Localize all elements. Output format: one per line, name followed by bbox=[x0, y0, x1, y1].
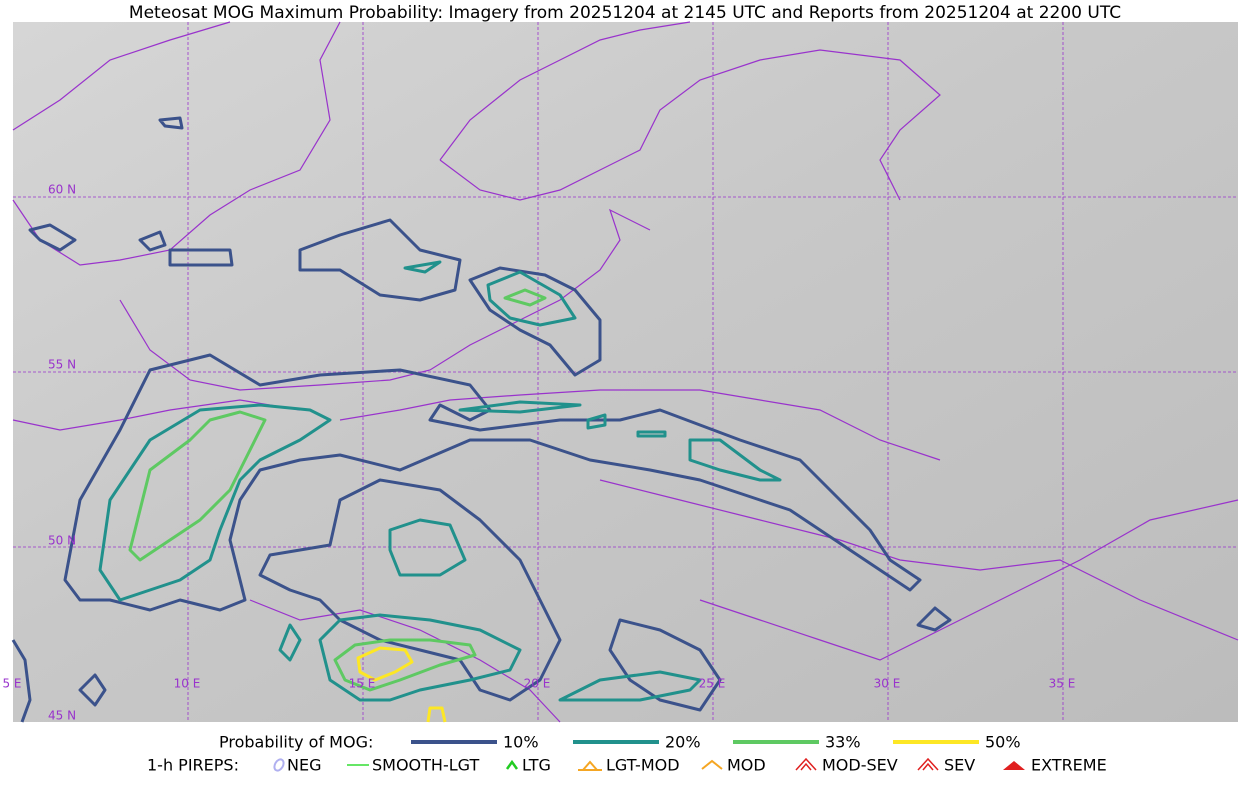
title: Meteosat MOG Maximum Probability: Imager… bbox=[129, 3, 1121, 23]
legend-label: 20% bbox=[665, 733, 701, 752]
pirep-icon bbox=[273, 758, 285, 772]
icon bbox=[795, 757, 817, 771]
legend-label: 33% bbox=[825, 733, 861, 752]
legend-label: MOD-SEV bbox=[822, 756, 898, 775]
pirep-icon bbox=[578, 760, 602, 771]
grid-lines bbox=[13, 22, 1238, 722]
lat-label: 45 N bbox=[48, 709, 76, 723]
icon bbox=[578, 760, 602, 771]
pirep-icon bbox=[917, 757, 939, 771]
legend-label: SMOOTH-LGT bbox=[372, 756, 479, 775]
icon bbox=[701, 759, 723, 770]
icon bbox=[1003, 761, 1025, 770]
icon bbox=[505, 759, 519, 770]
coastlines bbox=[12, 21, 1239, 723]
lon-label: 30 E bbox=[874, 677, 901, 691]
lon-label: 5 E bbox=[2, 677, 21, 691]
lon-label: 25 E bbox=[699, 677, 726, 691]
legend-label: 50% bbox=[985, 733, 1021, 752]
lon-label: 15 E bbox=[349, 677, 376, 691]
legend-label: MOD bbox=[727, 756, 766, 775]
lat-label: 55 N bbox=[48, 358, 76, 372]
pirep-icon bbox=[505, 759, 519, 770]
pirep-icon bbox=[795, 757, 817, 771]
legend-label: 10% bbox=[503, 733, 539, 752]
lat-label: 50 N bbox=[48, 534, 76, 548]
pirep-icon bbox=[1003, 761, 1025, 770]
lat-label: 60 N bbox=[48, 183, 76, 197]
legend-title: Probability of MOG: bbox=[219, 733, 373, 752]
lon-label: 20 E bbox=[524, 677, 551, 691]
icon bbox=[917, 757, 939, 771]
legend-label: LTG bbox=[522, 756, 551, 775]
map-labels: 60 N 55 N 50 N 45 N 5 E 10 E 15 E 20 E 2… bbox=[2, 183, 1075, 723]
legend-title: 1-h PIREPS: bbox=[147, 756, 239, 775]
lon-label: 35 E bbox=[1049, 677, 1076, 691]
lon-label: 10 E bbox=[174, 677, 201, 691]
legend-label: SEV bbox=[944, 756, 975, 775]
pirep-icon bbox=[701, 759, 723, 770]
legend: Probability of MOG: 1-h PIREPS: 10% 20% 33… bbox=[147, 733, 1107, 775]
icon bbox=[273, 758, 285, 772]
contours bbox=[11, 116, 952, 723]
legend-label: LGT-MOD bbox=[606, 756, 680, 775]
legend-label: EXTREME bbox=[1031, 756, 1107, 775]
legend-label: NEG bbox=[287, 756, 321, 775]
